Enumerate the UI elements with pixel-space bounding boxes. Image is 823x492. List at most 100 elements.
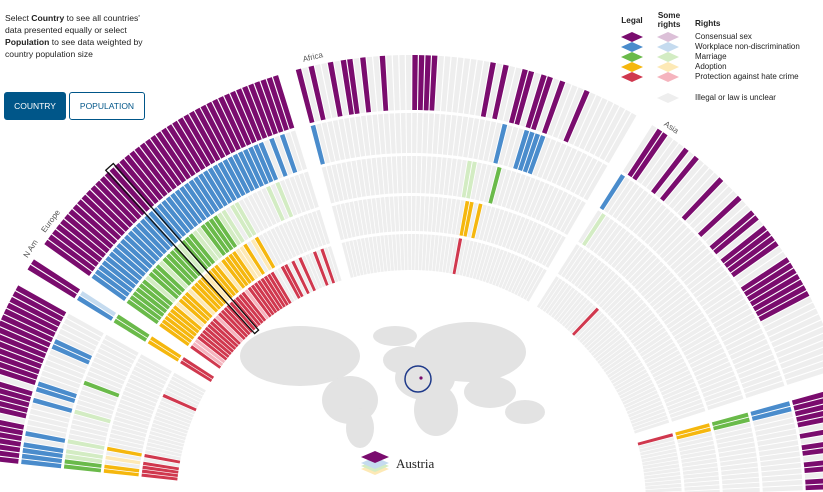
country-segment[interactable] <box>316 209 331 245</box>
country-segment[interactable] <box>518 131 535 171</box>
country-segment[interactable] <box>417 113 423 154</box>
country-segment[interactable] <box>220 309 249 338</box>
country-segment[interactable] <box>702 284 738 311</box>
country-segment[interactable] <box>459 200 470 236</box>
country-segment[interactable] <box>266 185 285 222</box>
country-segment[interactable] <box>599 109 631 161</box>
country-segment[interactable] <box>68 434 106 446</box>
country-segment[interactable] <box>622 125 657 175</box>
country-segment[interactable] <box>642 460 679 469</box>
country-segment[interactable] <box>584 100 614 153</box>
country-segment[interactable] <box>497 66 516 121</box>
country-segment[interactable] <box>669 403 704 418</box>
country-segment[interactable] <box>452 159 462 197</box>
country-segment[interactable] <box>682 467 719 475</box>
country-segment[interactable] <box>727 333 766 356</box>
country-segment[interactable] <box>531 76 553 131</box>
country-segment[interactable] <box>133 366 167 385</box>
country-segment[interactable] <box>437 114 446 155</box>
country-segment[interactable] <box>165 386 200 405</box>
country-segment[interactable] <box>434 157 442 195</box>
country-segment[interactable] <box>196 227 223 259</box>
country-segment[interactable] <box>228 253 252 284</box>
country-segment[interactable] <box>309 252 326 288</box>
country-segment[interactable] <box>272 75 295 130</box>
country-segment[interactable] <box>644 342 676 364</box>
country-segment[interactable] <box>671 312 705 337</box>
country-segment[interactable] <box>427 113 435 154</box>
country-segment[interactable] <box>332 119 345 161</box>
country-segment[interactable] <box>356 159 366 197</box>
country-segment[interactable] <box>494 210 509 245</box>
country-segment[interactable] <box>106 446 142 457</box>
country-segment[interactable] <box>389 113 396 154</box>
country-segment[interactable] <box>630 320 661 344</box>
country-segment[interactable] <box>639 440 676 453</box>
country-segment[interactable] <box>541 80 566 134</box>
country-segment[interactable] <box>707 394 744 411</box>
country-segment[interactable] <box>273 269 295 303</box>
country-segment[interactable] <box>707 294 744 320</box>
country-segment[interactable] <box>267 273 289 306</box>
country-segment[interactable] <box>628 316 659 341</box>
country-segment[interactable] <box>556 292 582 323</box>
country-segment[interactable] <box>531 183 550 219</box>
country-segment[interactable] <box>445 236 455 274</box>
country-segment[interactable] <box>558 87 584 141</box>
country-segment[interactable] <box>243 243 265 275</box>
country-segment[interactable] <box>574 95 602 148</box>
country-segment[interactable] <box>472 243 486 279</box>
country-segment[interactable] <box>551 145 572 184</box>
country-segment[interactable] <box>690 266 725 294</box>
country-segment[interactable] <box>732 344 771 365</box>
country-segment[interactable] <box>480 62 496 118</box>
country-segment[interactable] <box>395 113 401 154</box>
country-segment[interactable] <box>111 424 147 438</box>
country-segment[interactable] <box>689 186 733 229</box>
country-segment[interactable] <box>260 79 284 133</box>
country-segment[interactable] <box>95 180 138 224</box>
country-segment[interactable] <box>119 399 154 415</box>
country-segment[interactable] <box>243 196 265 232</box>
country-segment[interactable] <box>693 357 729 377</box>
country-segment[interactable] <box>425 156 432 194</box>
country-segment[interactable] <box>182 357 215 380</box>
country-segment[interactable] <box>32 397 73 413</box>
country-segment[interactable] <box>485 248 501 284</box>
country-segment[interactable] <box>681 330 716 352</box>
country-segment[interactable] <box>113 318 148 342</box>
country-segment[interactable] <box>503 67 522 123</box>
country-segment[interactable] <box>497 169 512 207</box>
country-segment[interactable] <box>368 236 378 273</box>
country-segment[interactable] <box>741 370 781 389</box>
country-segment[interactable] <box>525 74 547 129</box>
country-segment[interactable] <box>405 54 412 111</box>
country-segment[interactable] <box>175 301 205 328</box>
country-segment[interactable] <box>589 270 616 300</box>
country-segment[interactable] <box>189 110 221 162</box>
country-segment[interactable] <box>411 196 416 232</box>
country-segment[interactable] <box>247 194 269 230</box>
country-segment[interactable] <box>15 285 67 317</box>
country-segment[interactable] <box>160 397 196 415</box>
country-segment[interactable] <box>634 419 670 434</box>
country-segment[interactable] <box>232 153 255 192</box>
country-segment[interactable] <box>141 469 179 478</box>
country-segment[interactable] <box>618 302 647 329</box>
country-segment[interactable] <box>640 268 671 297</box>
country-segment[interactable] <box>145 275 176 303</box>
country-segment[interactable] <box>327 61 343 117</box>
country-segment[interactable] <box>804 463 823 473</box>
country-segment[interactable] <box>72 204 118 245</box>
country-segment[interactable] <box>421 156 427 194</box>
country-segment[interactable] <box>467 202 479 238</box>
country-segment[interactable] <box>64 214 110 254</box>
country-segment[interactable] <box>649 280 681 308</box>
country-segment[interactable] <box>139 142 177 190</box>
country-segment[interactable] <box>254 81 278 135</box>
country-segment[interactable] <box>685 181 728 225</box>
country-segment[interactable] <box>527 181 545 217</box>
country-segment[interactable] <box>676 427 712 440</box>
country-segment[interactable] <box>583 163 608 201</box>
country-segment[interactable] <box>155 412 191 428</box>
